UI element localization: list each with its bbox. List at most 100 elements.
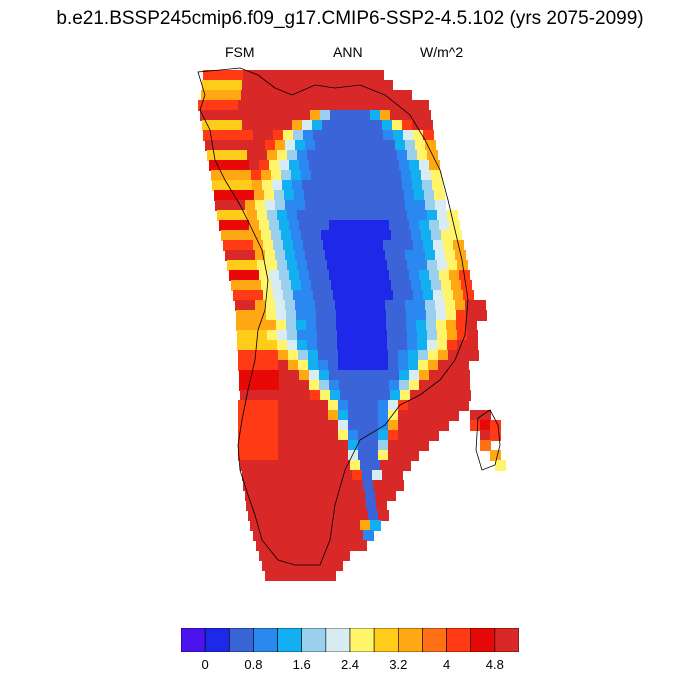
map-cell	[325, 300, 336, 311]
map-cell	[403, 130, 414, 141]
map-cell	[315, 300, 326, 311]
map-cell	[212, 120, 223, 131]
map-cell	[233, 290, 244, 301]
map-cell	[418, 430, 429, 441]
map-cell	[490, 450, 501, 461]
map-cell	[278, 430, 289, 441]
map-cell	[459, 380, 470, 391]
map-cell	[225, 140, 236, 151]
map-cell	[336, 310, 347, 321]
map-cell	[312, 560, 323, 571]
map-cell	[269, 270, 280, 281]
map-cell	[433, 240, 444, 251]
map-cell	[372, 120, 383, 131]
map-cell	[349, 270, 360, 281]
map-cell	[274, 190, 285, 201]
map-cell	[275, 200, 286, 211]
map-cell	[342, 80, 353, 91]
map-cell	[221, 90, 232, 101]
map-cell	[292, 470, 303, 481]
map-cell	[434, 190, 445, 201]
map-cell	[354, 190, 365, 201]
map-cell	[437, 340, 448, 351]
map-cell	[415, 200, 426, 211]
map-cell	[345, 300, 356, 311]
map-cell	[373, 70, 384, 81]
map-cell	[365, 250, 376, 261]
map-cell	[406, 310, 417, 321]
map-cell	[391, 280, 402, 291]
map-cell	[238, 410, 249, 421]
map-cell	[325, 140, 336, 151]
map-cell	[342, 120, 353, 131]
map-cell	[269, 380, 280, 391]
colorbar-tick-label: 2.4	[340, 657, 360, 672]
map-cell	[286, 540, 297, 551]
map-cell	[250, 110, 261, 121]
map-cell	[261, 230, 272, 241]
map-cell	[421, 230, 432, 241]
map-cell	[238, 400, 249, 411]
map-cell	[378, 440, 389, 451]
map-cell	[295, 300, 306, 311]
map-cell	[268, 360, 279, 371]
map-cell	[407, 150, 418, 161]
map-cell	[318, 350, 329, 361]
map-cell	[295, 200, 306, 211]
map-cell	[379, 370, 390, 381]
map-cell	[368, 440, 379, 451]
map-cell	[400, 110, 411, 121]
map-cell	[358, 100, 369, 111]
map-cell	[401, 280, 412, 291]
map-cell	[417, 150, 428, 161]
map-cell	[387, 260, 398, 271]
map-cell	[316, 320, 327, 331]
map-cell	[285, 140, 296, 151]
map-cell	[248, 430, 259, 441]
map-cell	[348, 430, 359, 441]
map-cell	[456, 310, 467, 321]
map-cell	[337, 210, 348, 221]
map-cell	[288, 400, 299, 411]
map-cell	[277, 210, 288, 221]
map-cell	[316, 500, 327, 511]
map-cell	[407, 210, 418, 221]
map-cell	[349, 160, 360, 171]
map-cell	[463, 290, 474, 301]
map-cell	[301, 230, 312, 241]
map-cell	[247, 330, 258, 341]
map-cell	[242, 180, 253, 191]
map-cell	[345, 490, 356, 501]
map-cell	[405, 200, 416, 211]
map-cell	[321, 170, 332, 181]
map-cell	[338, 400, 349, 411]
map-cell	[399, 380, 410, 391]
map-cell	[367, 340, 378, 351]
map-cell	[358, 510, 369, 521]
map-cell	[256, 500, 267, 511]
map-cell	[310, 460, 321, 471]
map-cell	[389, 370, 400, 381]
map-cell	[298, 100, 309, 111]
map-cell	[261, 90, 272, 101]
map-cell	[418, 350, 429, 361]
map-cell	[299, 380, 310, 391]
map-cell	[468, 350, 479, 361]
colorbar-tick-label: 4.8	[485, 657, 504, 672]
map-cell	[375, 250, 386, 261]
map-cell	[337, 150, 348, 161]
map-cell	[423, 290, 434, 301]
map-cell	[327, 260, 338, 271]
map-cell	[378, 450, 389, 461]
map-cell	[317, 260, 328, 271]
map-cell	[250, 390, 261, 401]
map-cell	[338, 410, 349, 421]
map-cell	[238, 440, 249, 451]
map-cell	[302, 470, 313, 481]
map-cell	[411, 170, 422, 181]
map-cell	[276, 320, 287, 331]
map-cell	[262, 120, 273, 131]
map-cell	[227, 260, 238, 271]
map-cell	[235, 250, 246, 261]
map-cell	[304, 190, 315, 201]
